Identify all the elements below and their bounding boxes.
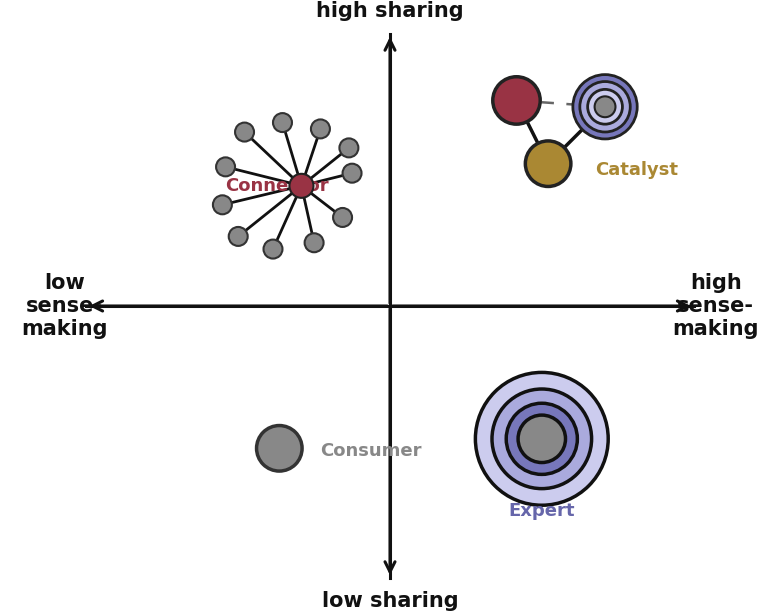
Circle shape xyxy=(229,227,248,246)
Circle shape xyxy=(506,403,577,474)
Circle shape xyxy=(216,157,235,176)
Circle shape xyxy=(493,76,541,124)
Circle shape xyxy=(518,415,566,463)
Circle shape xyxy=(587,89,622,124)
Circle shape xyxy=(342,163,362,182)
Circle shape xyxy=(257,425,302,471)
Text: high sharing: high sharing xyxy=(316,1,464,21)
Text: low
sense-
making: low sense- making xyxy=(21,273,108,339)
Circle shape xyxy=(339,138,358,157)
Text: Expert: Expert xyxy=(509,502,575,520)
Circle shape xyxy=(475,373,608,506)
Text: Connector: Connector xyxy=(225,177,329,195)
Circle shape xyxy=(333,208,352,227)
Text: Catalyst: Catalyst xyxy=(596,161,679,179)
Circle shape xyxy=(273,113,292,132)
Text: high
sense-
making: high sense- making xyxy=(672,273,759,339)
Circle shape xyxy=(594,96,615,118)
Circle shape xyxy=(305,233,324,252)
Text: low sharing: low sharing xyxy=(321,591,459,611)
Circle shape xyxy=(264,239,282,258)
Circle shape xyxy=(580,81,630,132)
Text: Consumer: Consumer xyxy=(321,442,422,460)
Circle shape xyxy=(235,122,254,141)
Circle shape xyxy=(526,141,571,187)
Circle shape xyxy=(492,389,591,488)
Circle shape xyxy=(573,75,637,139)
Circle shape xyxy=(213,195,232,214)
Circle shape xyxy=(311,119,330,138)
Circle shape xyxy=(289,174,314,198)
